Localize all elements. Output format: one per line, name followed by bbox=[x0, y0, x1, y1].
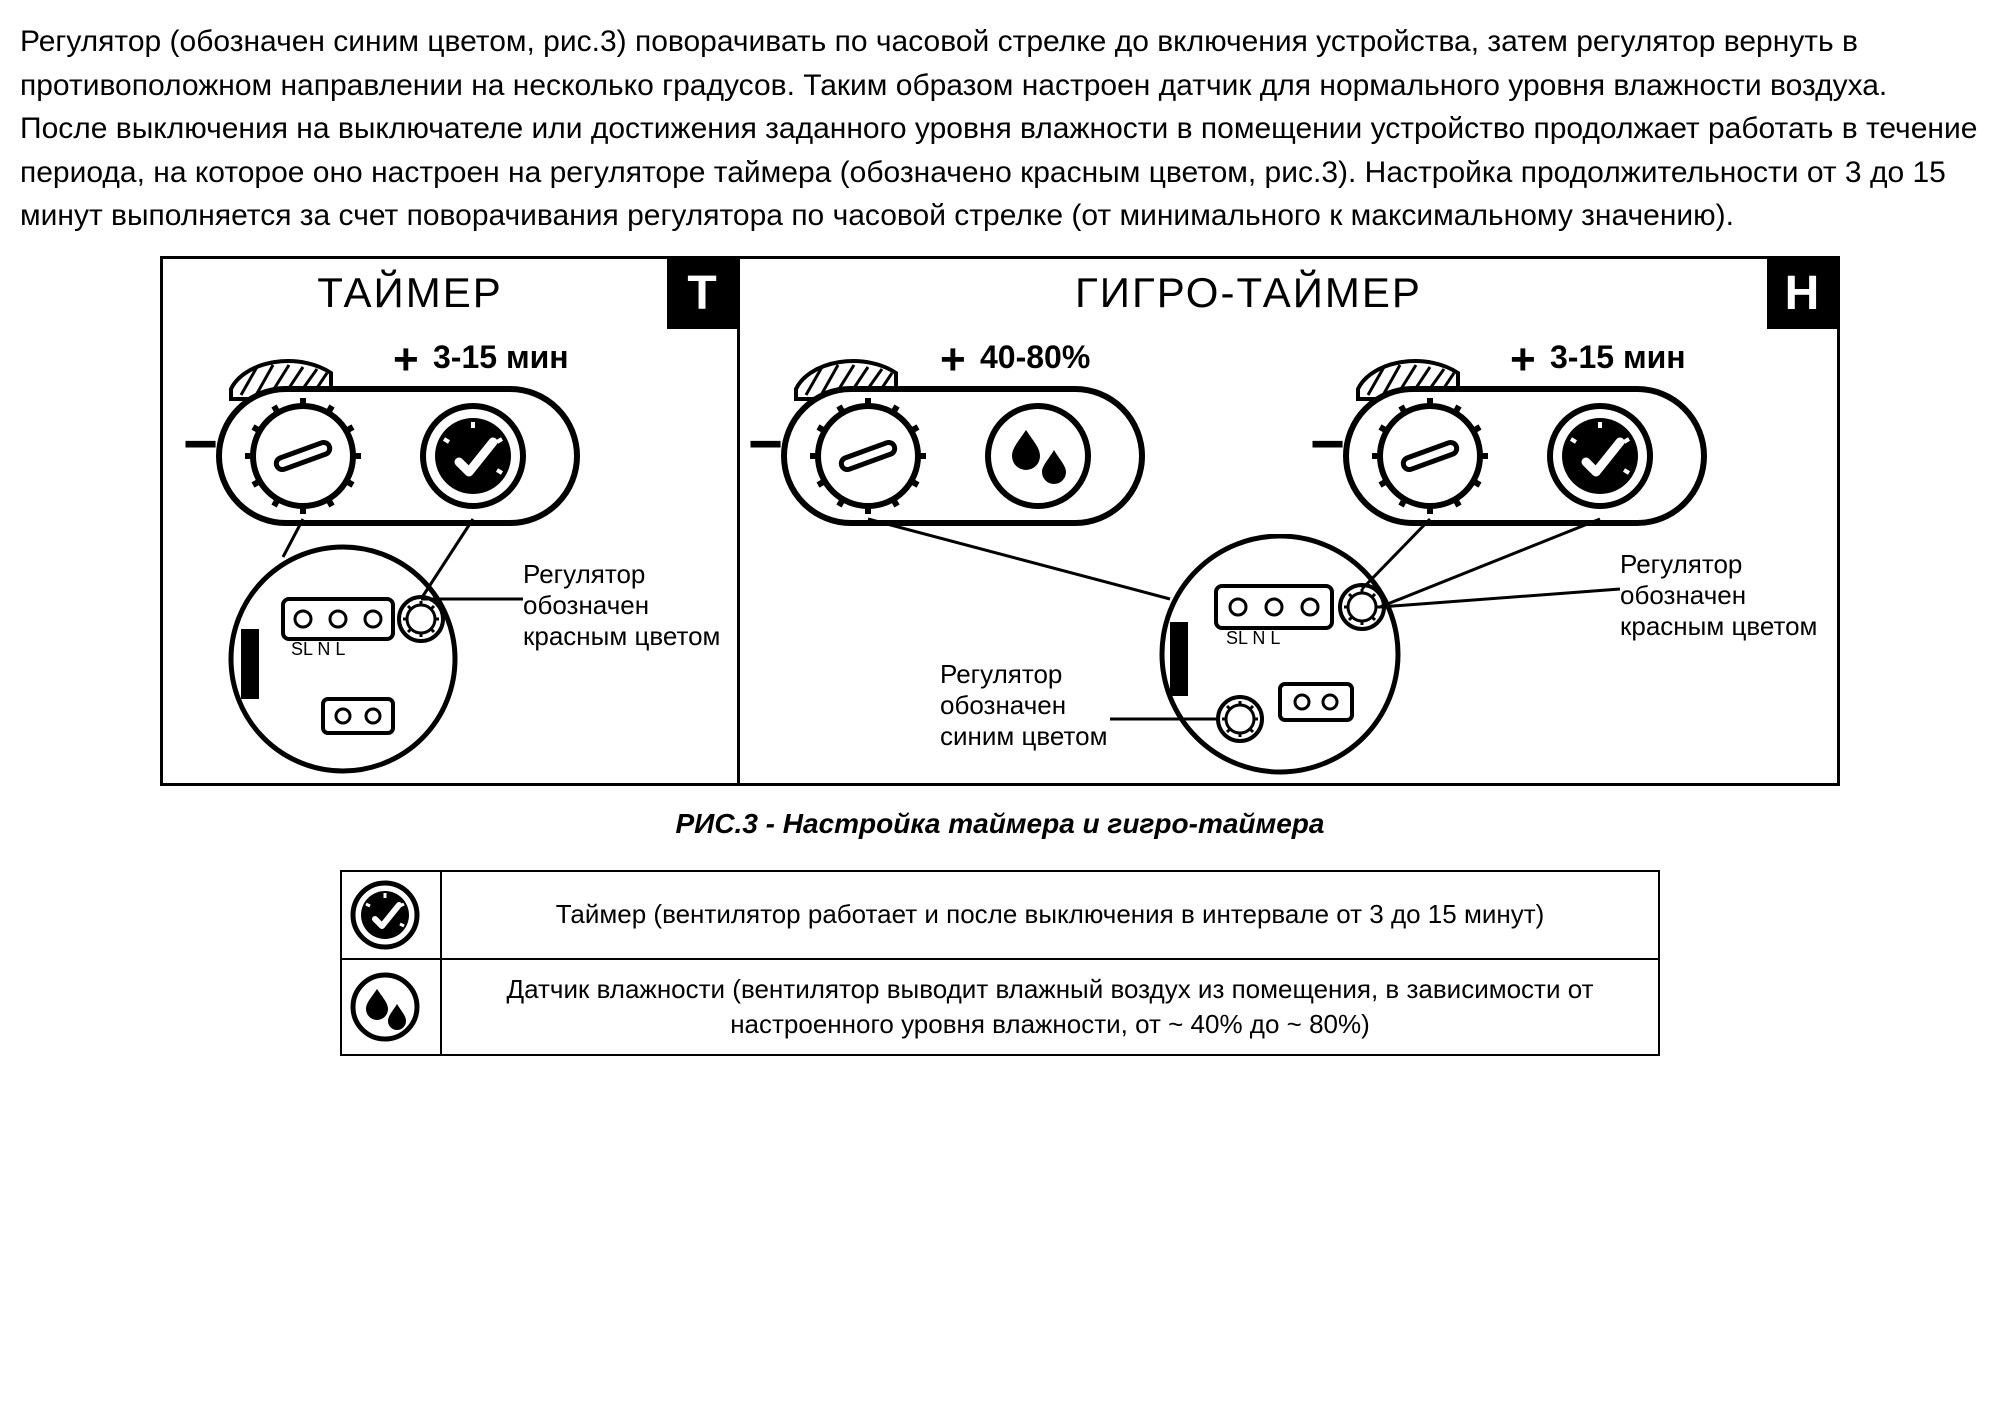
callout-lines-hygro bbox=[740, 259, 1840, 789]
panel-timer: ТАЙМЕР Т 3-15 мин + − bbox=[160, 256, 740, 786]
table-row: Таймер (вентилятор работает и после выкл… bbox=[341, 871, 1659, 959]
legend-text-drops: Датчик влажности (вентилятор выводит вла… bbox=[441, 959, 1659, 1055]
callout-blue-hygro: Регулятор обозначен синим цветом bbox=[940, 659, 1107, 753]
legend-icon-drops bbox=[341, 959, 441, 1055]
table-row: Датчик влажности (вентилятор выводит вла… bbox=[341, 959, 1659, 1055]
panel-hygro: ГИГРО-ТАЙМЕР Н 40-80% + − bbox=[740, 256, 1840, 786]
callout-red-hygro: Регулятор обозначен красным цветом bbox=[1620, 549, 1817, 643]
figure-3: ТАЙМЕР Т 3-15 мин + − bbox=[20, 256, 1980, 1056]
clock-icon bbox=[350, 880, 420, 950]
legend-table: Таймер (вентилятор работает и после выкл… bbox=[340, 870, 1660, 1056]
figure-caption: РИС.3 - Настройка таймера и гигро-таймер… bbox=[20, 808, 1980, 840]
legend-text-clock: Таймер (вентилятор работает и после выкл… bbox=[441, 871, 1659, 959]
drops-icon bbox=[350, 972, 420, 1042]
legend-icon-clock bbox=[341, 871, 441, 959]
callout-lines-timer bbox=[163, 259, 743, 789]
callout-red-timer: Регулятор обозначен красным цветом bbox=[523, 559, 720, 653]
body-paragraph: Регулятор (обозначен синим цветом, рис.3… bbox=[20, 20, 1980, 238]
